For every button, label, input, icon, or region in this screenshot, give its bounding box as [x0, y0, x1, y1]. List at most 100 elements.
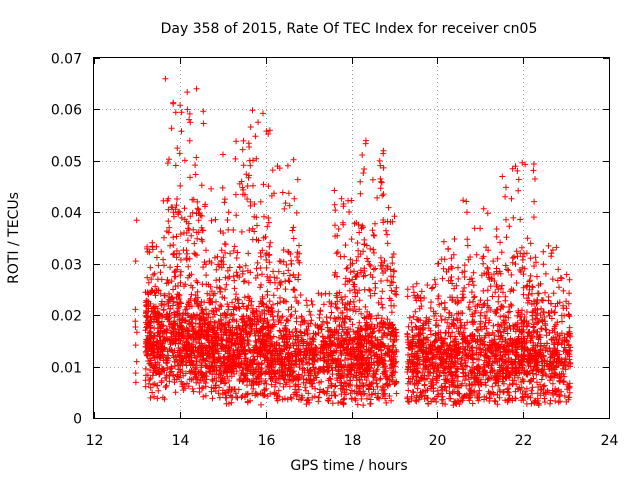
data-point	[333, 304, 340, 311]
data-point	[508, 195, 515, 202]
data-point	[144, 313, 151, 320]
data-point	[183, 328, 190, 335]
data-point	[133, 358, 140, 365]
data-point	[498, 303, 505, 310]
data-point	[348, 197, 355, 204]
data-point	[438, 317, 445, 324]
data-point	[213, 277, 220, 284]
data-point	[484, 287, 491, 294]
data-point	[238, 338, 245, 345]
data-point	[188, 376, 195, 383]
data-point	[170, 320, 177, 327]
data-point	[222, 249, 229, 256]
data-point	[246, 359, 253, 366]
data-point	[226, 264, 233, 271]
data-point	[203, 344, 210, 351]
data-point	[518, 244, 525, 251]
data-point	[196, 210, 203, 217]
data-point	[378, 278, 384, 284]
data-point	[246, 331, 253, 338]
data-point	[181, 205, 188, 212]
data-point	[194, 198, 201, 205]
data-point	[151, 270, 158, 277]
data-point	[147, 334, 153, 341]
data-point	[142, 289, 149, 296]
data-point	[210, 314, 216, 320]
data-point	[360, 170, 367, 176]
data-point	[372, 220, 378, 227]
data-point	[226, 331, 233, 338]
data-point	[252, 342, 259, 349]
data-point	[290, 156, 297, 163]
data-point	[285, 306, 292, 313]
data-point	[356, 319, 363, 326]
data-point	[317, 308, 324, 315]
data-point	[256, 303, 262, 310]
data-point	[157, 290, 164, 297]
data-point	[158, 276, 165, 283]
data-point	[173, 254, 180, 261]
data-point	[506, 308, 513, 315]
data-point	[251, 228, 258, 235]
data-point	[245, 338, 252, 345]
data-point	[159, 353, 166, 360]
data-point	[200, 393, 207, 400]
data-point	[236, 324, 243, 331]
data-point	[263, 250, 270, 257]
data-point	[205, 333, 212, 340]
data-point	[343, 265, 350, 272]
data-point	[276, 258, 283, 264]
data-point	[132, 258, 139, 265]
data-point	[220, 370, 227, 377]
data-point	[203, 355, 210, 362]
data-point	[484, 264, 491, 271]
data-point	[378, 178, 385, 185]
data-point	[190, 360, 197, 366]
data-point	[390, 267, 397, 274]
data-point	[461, 284, 468, 291]
data-point	[418, 288, 425, 295]
data-point	[247, 330, 254, 337]
data-point	[164, 197, 171, 204]
data-point	[529, 283, 536, 290]
data-point	[510, 214, 517, 221]
data-point	[240, 137, 247, 144]
data-point	[153, 370, 160, 376]
data-point	[524, 235, 531, 242]
data-point	[218, 257, 225, 264]
data-point	[188, 282, 194, 289]
data-point	[337, 253, 344, 260]
data-point	[271, 321, 278, 328]
data-point	[254, 272, 261, 279]
data-point	[225, 209, 232, 216]
data-point	[220, 151, 226, 158]
data-point	[175, 291, 182, 298]
data-point	[290, 224, 297, 231]
data-point	[146, 329, 153, 336]
data-point	[133, 217, 140, 224]
data-point	[194, 205, 201, 212]
data-point	[160, 307, 167, 314]
data-point	[147, 367, 153, 374]
data-point	[253, 390, 260, 397]
data-point	[216, 284, 223, 291]
data-point	[421, 382, 428, 389]
data-point	[219, 184, 226, 191]
data-point	[170, 234, 177, 241]
data-point	[187, 352, 194, 359]
data-point	[221, 375, 228, 382]
data-point	[181, 216, 188, 223]
data-point	[247, 397, 254, 404]
data-point	[217, 289, 224, 295]
data-point	[388, 309, 395, 316]
data-point	[188, 319, 195, 326]
data-point	[226, 339, 233, 346]
data-point	[492, 289, 499, 296]
data-point	[465, 281, 472, 288]
data-point	[200, 264, 207, 271]
data-point	[180, 372, 187, 379]
data-point	[410, 283, 417, 290]
data-point	[512, 261, 519, 267]
data-point	[162, 292, 168, 299]
data-point	[279, 313, 286, 320]
